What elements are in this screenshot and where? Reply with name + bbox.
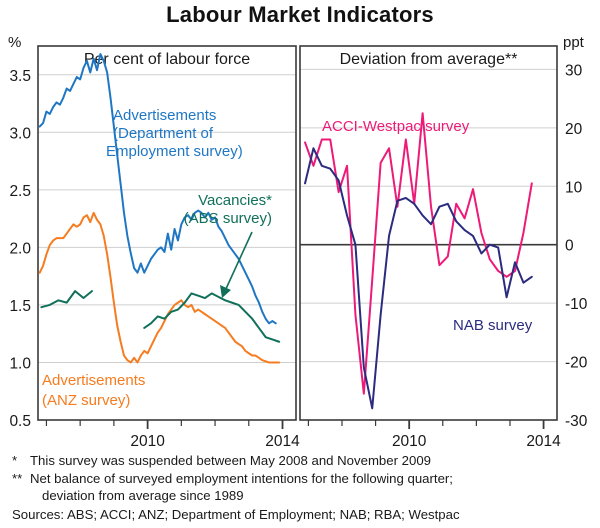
y-tick-label: -10: [565, 296, 588, 313]
series-line: [38, 211, 281, 364]
panel-header: Deviation from average**: [340, 51, 518, 68]
footnote-single-star: * This survey was suspended between May …: [0, 452, 600, 470]
sources-line: Sources: ABS; ACCI; ANZ; Department of E…: [12, 506, 460, 522]
arrow-shaft: [224, 231, 253, 292]
footnote-single-star-mark: *: [12, 453, 18, 468]
series-line: [304, 112, 533, 395]
footnote-double-star-mark: **: [12, 470, 23, 486]
label-acci-westpac: ACCI-Westpac survey: [322, 118, 470, 135]
axis-unit-label: %: [8, 34, 21, 51]
label-advertisements-anz-line1: Advertisements: [42, 372, 145, 389]
label-vacancies-line1: Vacancies*: [198, 192, 272, 209]
y-tick-label: 2.0: [9, 240, 31, 257]
panel-deviation-from-average: 2010 2014-30 -20 -10 0 10 20 30 Deviation from a…: [299, 34, 588, 450]
footnote-double-star: ** Net balance of surveyed employment in…: [0, 470, 600, 488]
series-line: [143, 292, 281, 343]
y-tick-label: 2.5: [9, 183, 31, 200]
footnotes: * This survey was suspended between May …: [0, 452, 600, 523]
y-tick-label: -30: [565, 413, 588, 430]
arrow-head: [220, 285, 231, 298]
x-tick-label: 2014: [526, 433, 561, 450]
y-tick-label: 1.5: [9, 298, 31, 315]
x-tick-label: 2010: [392, 433, 427, 450]
panel-per-cent-labour-force: 2010 2014 0.5 1.0 1.5 2.0 2.5 3.0 3.5 Per cent of…: [8, 34, 300, 450]
panel-header: Per cent of labour force: [84, 51, 250, 68]
series-line: [38, 53, 277, 325]
y-tick-label: 10: [565, 179, 583, 196]
label-advertisements-doe-line1: Advertisements: [113, 107, 216, 124]
vacancies-annotation-arrow: [220, 231, 253, 298]
axis-unit-label: ppt: [563, 34, 585, 51]
label-advertisements-anz-line2: (ANZ survey): [42, 392, 130, 409]
label-advertisements-doe-line3: Employment survey): [106, 143, 243, 160]
page-title: Labour Market Indicators: [166, 2, 434, 27]
series-line: [304, 147, 533, 410]
label-nab-survey: NAB survey: [453, 317, 533, 334]
y-tick-label: 3.0: [9, 125, 31, 142]
y-tick-label: 30: [565, 62, 583, 79]
y-tick-label: 0: [565, 238, 574, 255]
footnote-single-star-text: This survey was suspended between May 20…: [30, 453, 431, 468]
plot-frame: [299, 45, 558, 421]
footnote-double-star-text-continued: deviation from average since 1989: [42, 488, 244, 504]
y-tick-label: -20: [565, 355, 588, 372]
series-line: [40, 290, 93, 309]
label-advertisements-doe-line2: (Department of: [113, 125, 214, 142]
label-vacancies-line2: (ABS survey): [184, 210, 272, 227]
y-tick-label: 1.0: [9, 355, 31, 372]
plot-frame: [37, 45, 297, 421]
y-tick-label: 3.5: [9, 68, 31, 85]
x-tick-label: 2010: [130, 433, 165, 450]
y-tick-label: 20: [565, 121, 583, 138]
y-tick-label: 0.5: [9, 413, 31, 430]
footnote-double-star-text: Net balance of surveyed employment inten…: [30, 470, 453, 486]
x-tick-label: 2014: [265, 433, 300, 450]
